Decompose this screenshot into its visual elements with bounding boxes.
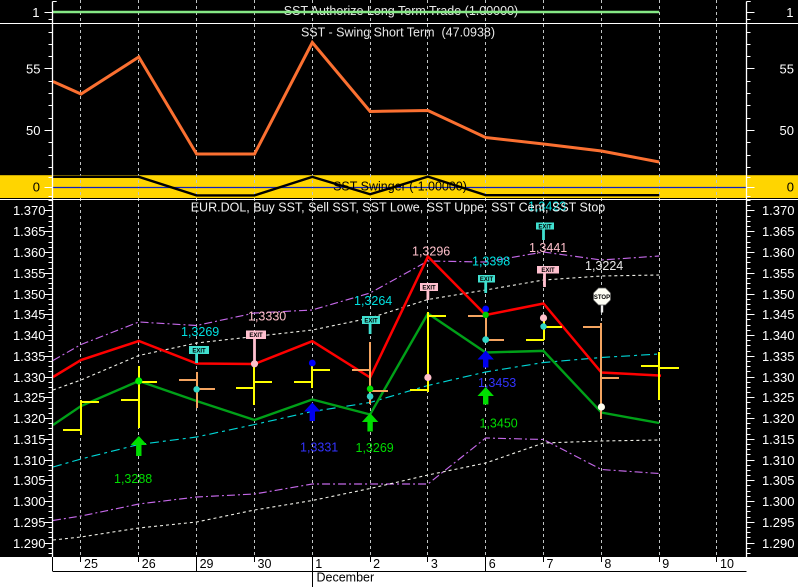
svg-text:EXIT: EXIT [192, 348, 206, 354]
svg-text:1: 1 [32, 5, 39, 20]
svg-text:SST Swinger (-1.00000): SST Swinger (-1.00000) [333, 180, 467, 194]
svg-text:1.345: 1.345 [762, 307, 795, 322]
svg-text:1.295: 1.295 [13, 515, 46, 530]
svg-text:55: 55 [780, 62, 794, 77]
svg-text:EXIT: EXIT [541, 268, 555, 274]
svg-text:6: 6 [489, 557, 496, 571]
svg-text:50: 50 [26, 123, 40, 138]
svg-text:0: 0 [787, 180, 794, 195]
svg-text:1: 1 [786, 5, 793, 20]
svg-text:30: 30 [258, 557, 272, 571]
svg-text:10: 10 [720, 557, 734, 571]
svg-text:1.360: 1.360 [762, 245, 795, 260]
svg-text:3: 3 [431, 557, 438, 571]
svg-text:EXIT: EXIT [364, 318, 378, 324]
svg-text:EXIT: EXIT [422, 285, 436, 291]
svg-text:1.315: 1.315 [13, 432, 46, 447]
svg-text:1.345: 1.345 [13, 307, 46, 322]
svg-text:50: 50 [780, 123, 794, 138]
svg-text:25: 25 [84, 557, 98, 571]
svg-text:1,3269: 1,3269 [181, 325, 219, 339]
svg-text:December: December [317, 571, 375, 585]
svg-text:1.320: 1.320 [762, 411, 795, 426]
svg-text:1.360: 1.360 [13, 245, 46, 260]
svg-text:1.350: 1.350 [762, 287, 795, 302]
svg-text:1,3450: 1,3450 [480, 417, 518, 431]
svg-text:1.305: 1.305 [13, 473, 46, 488]
svg-text:1.310: 1.310 [762, 453, 795, 468]
svg-text:1,3269: 1,3269 [356, 441, 394, 455]
svg-text:1.365: 1.365 [13, 224, 46, 239]
svg-text:1: 1 [315, 557, 322, 571]
svg-text:1,3288: 1,3288 [114, 472, 152, 486]
svg-text:1.305: 1.305 [762, 473, 795, 488]
svg-text:9: 9 [662, 557, 669, 571]
svg-text:1.335: 1.335 [762, 349, 795, 364]
svg-text:0: 0 [33, 180, 40, 195]
svg-text:1.365: 1.365 [762, 224, 795, 239]
svg-text:1.340: 1.340 [13, 328, 46, 343]
svg-text:1,3453: 1,3453 [478, 376, 516, 390]
svg-text:1,3398: 1,3398 [472, 255, 510, 269]
svg-text:1,3224: 1,3224 [585, 259, 623, 273]
svg-text:1.370: 1.370 [762, 203, 795, 218]
svg-text:1.325: 1.325 [762, 390, 795, 405]
svg-text:1,3264: 1,3264 [354, 294, 392, 308]
svg-text:1.330: 1.330 [13, 370, 46, 385]
svg-text:29: 29 [200, 557, 214, 571]
svg-text:EUR.DOL, Buy SST, Sell SST, SS: EUR.DOL, Buy SST, Sell SST, SST Lowe, SS… [191, 201, 606, 215]
svg-text:1.300: 1.300 [762, 494, 795, 509]
svg-text:1.330: 1.330 [762, 370, 795, 385]
svg-text:1.335: 1.335 [13, 349, 46, 364]
svg-text:1,3296: 1,3296 [412, 245, 450, 259]
svg-text:1,3441: 1,3441 [529, 241, 567, 255]
svg-text:1.295: 1.295 [762, 515, 795, 530]
svg-text:1,3330: 1,3330 [248, 310, 286, 324]
svg-text:1.370: 1.370 [13, 203, 46, 218]
svg-text:1.325: 1.325 [13, 390, 46, 405]
svg-text:1.290: 1.290 [13, 536, 46, 551]
svg-text:1.300: 1.300 [13, 494, 46, 509]
svg-text:55: 55 [26, 62, 40, 77]
svg-text:26: 26 [142, 557, 156, 571]
svg-text:1.340: 1.340 [762, 328, 795, 343]
svg-text:1.320: 1.320 [13, 411, 46, 426]
svg-text:7: 7 [547, 557, 554, 571]
svg-text:1.355: 1.355 [762, 266, 795, 281]
svg-text:1.310: 1.310 [13, 453, 46, 468]
svg-text:8: 8 [604, 557, 611, 571]
svg-text:1.290: 1.290 [762, 536, 795, 551]
svg-text:EXIT: EXIT [480, 277, 494, 283]
svg-text:2: 2 [373, 557, 380, 571]
svg-text:EXIT: EXIT [249, 333, 263, 339]
svg-text:EXIT: EXIT [538, 224, 552, 230]
svg-text:1,3331: 1,3331 [300, 441, 338, 455]
svg-text:1.355: 1.355 [13, 266, 46, 281]
svg-text:1.315: 1.315 [762, 432, 795, 447]
svg-text:1,3423: 1,3423 [528, 200, 566, 214]
svg-text:STOP: STOP [594, 295, 610, 301]
svg-text:SST - Swing Short Term (47.09: SST - Swing Short Term (47.0938) [301, 26, 495, 40]
svg-text:1.350: 1.350 [13, 287, 46, 302]
